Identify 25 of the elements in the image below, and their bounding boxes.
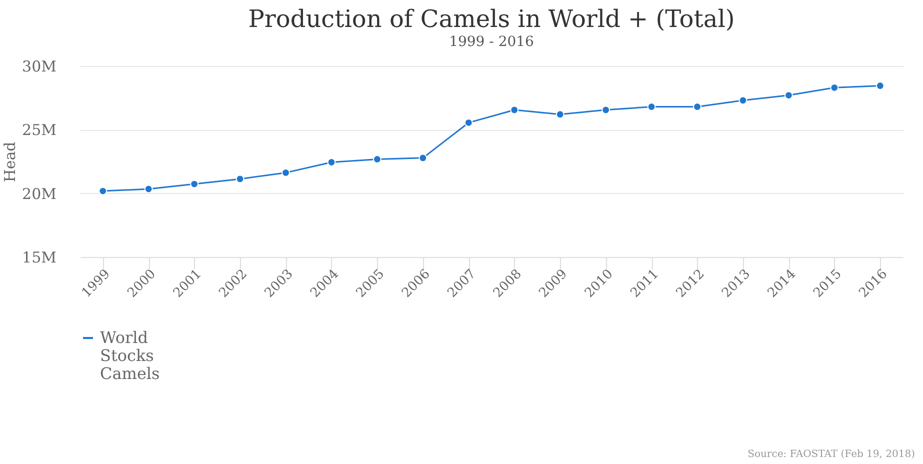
point [738, 96, 748, 105]
point [693, 102, 702, 111]
point [327, 158, 336, 166]
point [372, 155, 382, 164]
y-tick-label: 25M [22, 121, 56, 140]
point [556, 110, 564, 119]
chart-subtitle: 1999 - 2016 [449, 34, 534, 50]
point [418, 154, 428, 162]
y-axis-title: Head [1, 141, 20, 182]
point [190, 180, 199, 188]
y-tick-label: 15M [22, 248, 56, 266]
point [784, 91, 793, 100]
point [602, 106, 610, 114]
source-note: Source: FAOSTAT (Feb 19, 2018) [748, 449, 915, 460]
legend-label: World Stocks Camels [100, 328, 160, 383]
point [144, 184, 153, 194]
point [647, 102, 656, 111]
y-tick-label: 20M [22, 184, 56, 203]
y-tick-label: 30M [22, 58, 56, 76]
point [98, 186, 108, 196]
point [236, 174, 244, 184]
point [876, 82, 884, 90]
point [510, 106, 519, 114]
point [282, 168, 290, 177]
chart-title: Production of Camels in World + (Total) [248, 5, 735, 33]
